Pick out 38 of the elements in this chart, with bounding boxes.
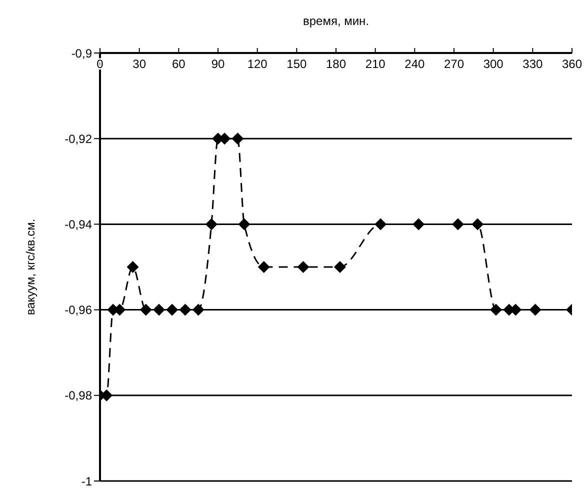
x-tick-label: 360 xyxy=(562,57,582,71)
point xyxy=(490,304,502,316)
x-tick-label: 90 xyxy=(211,57,225,71)
y-tick-label: -0,92 xyxy=(64,132,92,146)
x-tick-label: 240 xyxy=(404,57,425,71)
point xyxy=(126,261,139,273)
point xyxy=(452,218,464,230)
x-tick-label: 270 xyxy=(444,57,464,71)
point xyxy=(140,304,152,316)
point xyxy=(529,304,542,316)
point xyxy=(412,218,425,230)
point xyxy=(297,261,310,273)
point xyxy=(179,304,192,316)
y-tick-label: -0,96 xyxy=(64,303,92,318)
x-tick-label: 180 xyxy=(326,57,346,71)
x-tick-label: 60 xyxy=(172,57,186,71)
y-tick-label: -1 xyxy=(81,474,92,488)
x-tick-label: 150 xyxy=(286,57,307,71)
point xyxy=(374,218,387,230)
y-tick-label: -0,98 xyxy=(64,388,92,403)
x-tick-label: 30 xyxy=(132,57,146,71)
point xyxy=(334,261,346,273)
point xyxy=(232,132,244,145)
point xyxy=(192,304,204,316)
point xyxy=(166,304,178,316)
point xyxy=(205,218,218,230)
point xyxy=(472,218,484,230)
point xyxy=(153,304,165,316)
x-tick-label: 210 xyxy=(365,57,386,71)
x-axis-title: время, мин. xyxy=(302,14,370,28)
point xyxy=(238,218,250,230)
x-tick-label: 300 xyxy=(483,57,504,71)
y-tick-label: -0,9 xyxy=(71,46,92,60)
y-axis-title: вакуум, кгс/кв.см. xyxy=(23,218,38,316)
y-tick-label: -0,94 xyxy=(64,217,92,232)
point xyxy=(258,261,270,273)
x-tick-label: 330 xyxy=(522,57,543,71)
x-tick-label: 120 xyxy=(247,57,268,71)
